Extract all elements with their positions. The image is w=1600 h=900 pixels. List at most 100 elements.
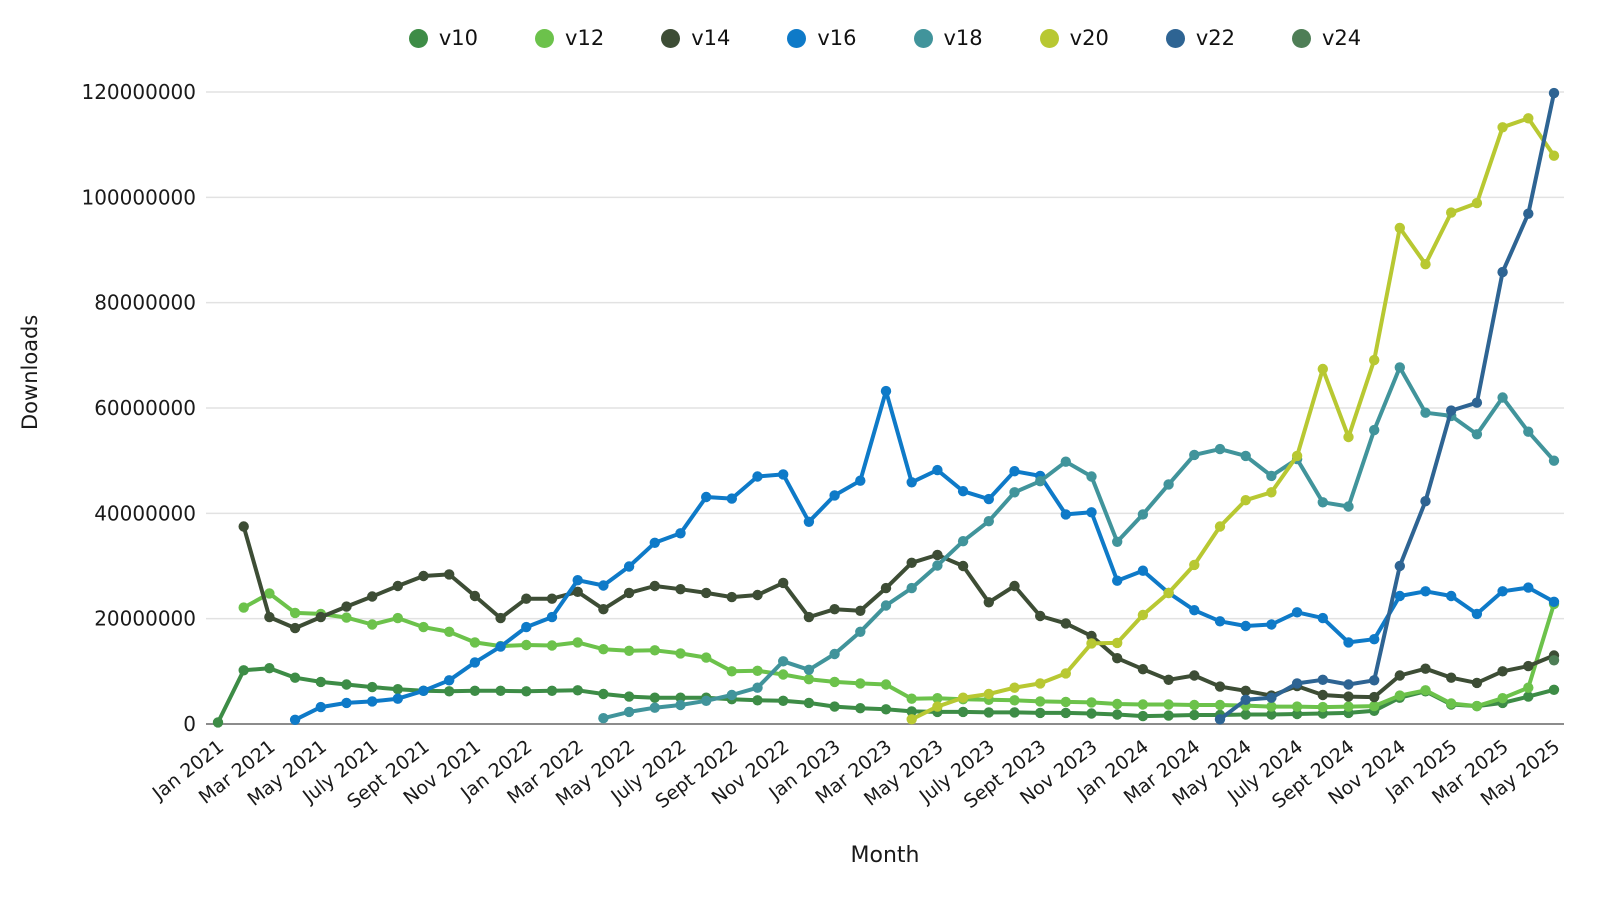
data-point-v14 (1317, 689, 1329, 701)
data-point-v14 (1343, 691, 1354, 702)
data-point-v14 (880, 582, 892, 594)
data-point-v12 (701, 652, 712, 663)
data-point-v10 (1291, 708, 1303, 720)
data-point-v20 (957, 692, 969, 703)
data-point-v18 (1266, 470, 1277, 482)
data-point-v16 (957, 486, 969, 497)
data-point-v14 (752, 589, 763, 601)
data-point-v14 (1420, 663, 1431, 674)
data-point-v16 (1086, 507, 1097, 518)
data-point-v16 (1317, 612, 1329, 624)
data-point-v14 (649, 580, 660, 592)
data-point-v12 (1266, 701, 1277, 712)
legend-dot-v18 (913, 28, 933, 48)
y-axis-tick-label: 120000000 (81, 80, 196, 104)
legend-item-v22[interactable]: v22 (1165, 26, 1235, 50)
legend-item-v20[interactable]: v20 (1039, 26, 1109, 50)
data-point-v12 (341, 612, 352, 623)
data-point-v16 (1137, 565, 1149, 576)
data-point-v14 (1497, 666, 1508, 677)
data-point-v16 (1291, 607, 1303, 618)
data-point-v12 (1394, 690, 1406, 701)
data-point-v16 (829, 490, 840, 501)
data-point-v16 (1240, 620, 1251, 632)
legend-dot-v20 (1039, 28, 1059, 48)
data-point-v12 (1369, 700, 1380, 712)
data-point-v10 (392, 684, 403, 695)
series-v12 (238, 588, 1560, 713)
data-point-v16 (855, 475, 866, 486)
data-point-v16 (1446, 590, 1457, 602)
data-point-v18 (1394, 362, 1406, 373)
data-point-v12 (444, 626, 455, 637)
legend-item-v18[interactable]: v18 (913, 26, 983, 50)
data-point-v14 (1369, 691, 1380, 703)
data-point-v14 (855, 605, 866, 616)
series-v16 (289, 385, 1560, 725)
data-point-v18 (649, 702, 660, 713)
data-point-v12 (752, 665, 763, 676)
data-point-v14 (1214, 681, 1226, 692)
data-point-v12 (1214, 699, 1226, 711)
data-point-v14 (701, 587, 712, 599)
data-point-v18 (701, 695, 712, 706)
data-point-v10 (623, 691, 635, 702)
data-point-v10 (829, 701, 840, 712)
data-point-v18 (1112, 536, 1123, 547)
data-point-v20 (1009, 682, 1020, 693)
data-point-v10 (495, 685, 506, 696)
data-point-v22 (1317, 674, 1329, 685)
data-point-v16 (341, 697, 352, 709)
data-point-v12 (546, 640, 558, 651)
legend-dot-v16 (787, 28, 807, 48)
data-point-v10 (598, 688, 609, 700)
series-line-v18 (601, 365, 1556, 721)
data-point-v22 (1471, 397, 1483, 408)
data-point-v14 (1394, 670, 1406, 681)
data-point-v12 (1317, 701, 1329, 713)
legend-item-v16[interactable]: v16 (787, 26, 857, 50)
y-axis-tick-label: 40000000 (94, 501, 196, 525)
legend-item-v24[interactable]: v24 (1291, 26, 1361, 50)
data-point-v20 (1266, 487, 1277, 498)
data-point-v20 (1060, 668, 1072, 679)
data-point-v10 (341, 679, 352, 690)
data-point-v10 (1112, 709, 1123, 720)
data-point-v10 (1523, 691, 1534, 702)
data-point-v12 (855, 678, 866, 689)
data-point-v12 (778, 669, 789, 680)
data-point-v12 (1035, 696, 1046, 707)
data-point-v18 (778, 656, 789, 667)
data-point-v12 (289, 607, 301, 619)
legend-dot-v24 (1291, 28, 1311, 48)
data-point-v18 (1523, 426, 1534, 437)
data-point-v16 (1343, 637, 1354, 648)
legend-dot-v14 (661, 28, 681, 48)
data-point-v18 (1420, 407, 1431, 418)
data-point-v10 (880, 704, 892, 715)
data-point-v10 (1548, 684, 1560, 695)
data-point-v18 (1343, 501, 1354, 512)
data-point-v14 (1035, 610, 1046, 622)
data-point-v10 (675, 692, 686, 703)
data-point-v16 (1112, 575, 1123, 586)
data-point-v16 (1497, 586, 1508, 597)
data-point-v10 (1163, 710, 1174, 721)
data-point-v22 (1240, 694, 1251, 705)
data-point-v18 (829, 648, 840, 660)
legend-item-v10[interactable]: v10 (408, 26, 478, 50)
data-point-v10 (289, 672, 301, 683)
data-point-v14 (521, 593, 532, 604)
data-point-v18 (906, 582, 917, 594)
legend-item-v14[interactable]: v14 (661, 26, 730, 50)
data-point-v20 (1420, 259, 1431, 270)
legend-label: v12 (565, 26, 605, 50)
data-point-v14 (289, 622, 301, 634)
data-point-v22 (1420, 496, 1431, 507)
data-point-v20 (1523, 113, 1534, 124)
data-point-v14 (1471, 677, 1483, 689)
legend-item-v12[interactable]: v12 (535, 26, 604, 50)
data-point-v10 (906, 706, 917, 717)
data-point-v12 (829, 676, 840, 688)
